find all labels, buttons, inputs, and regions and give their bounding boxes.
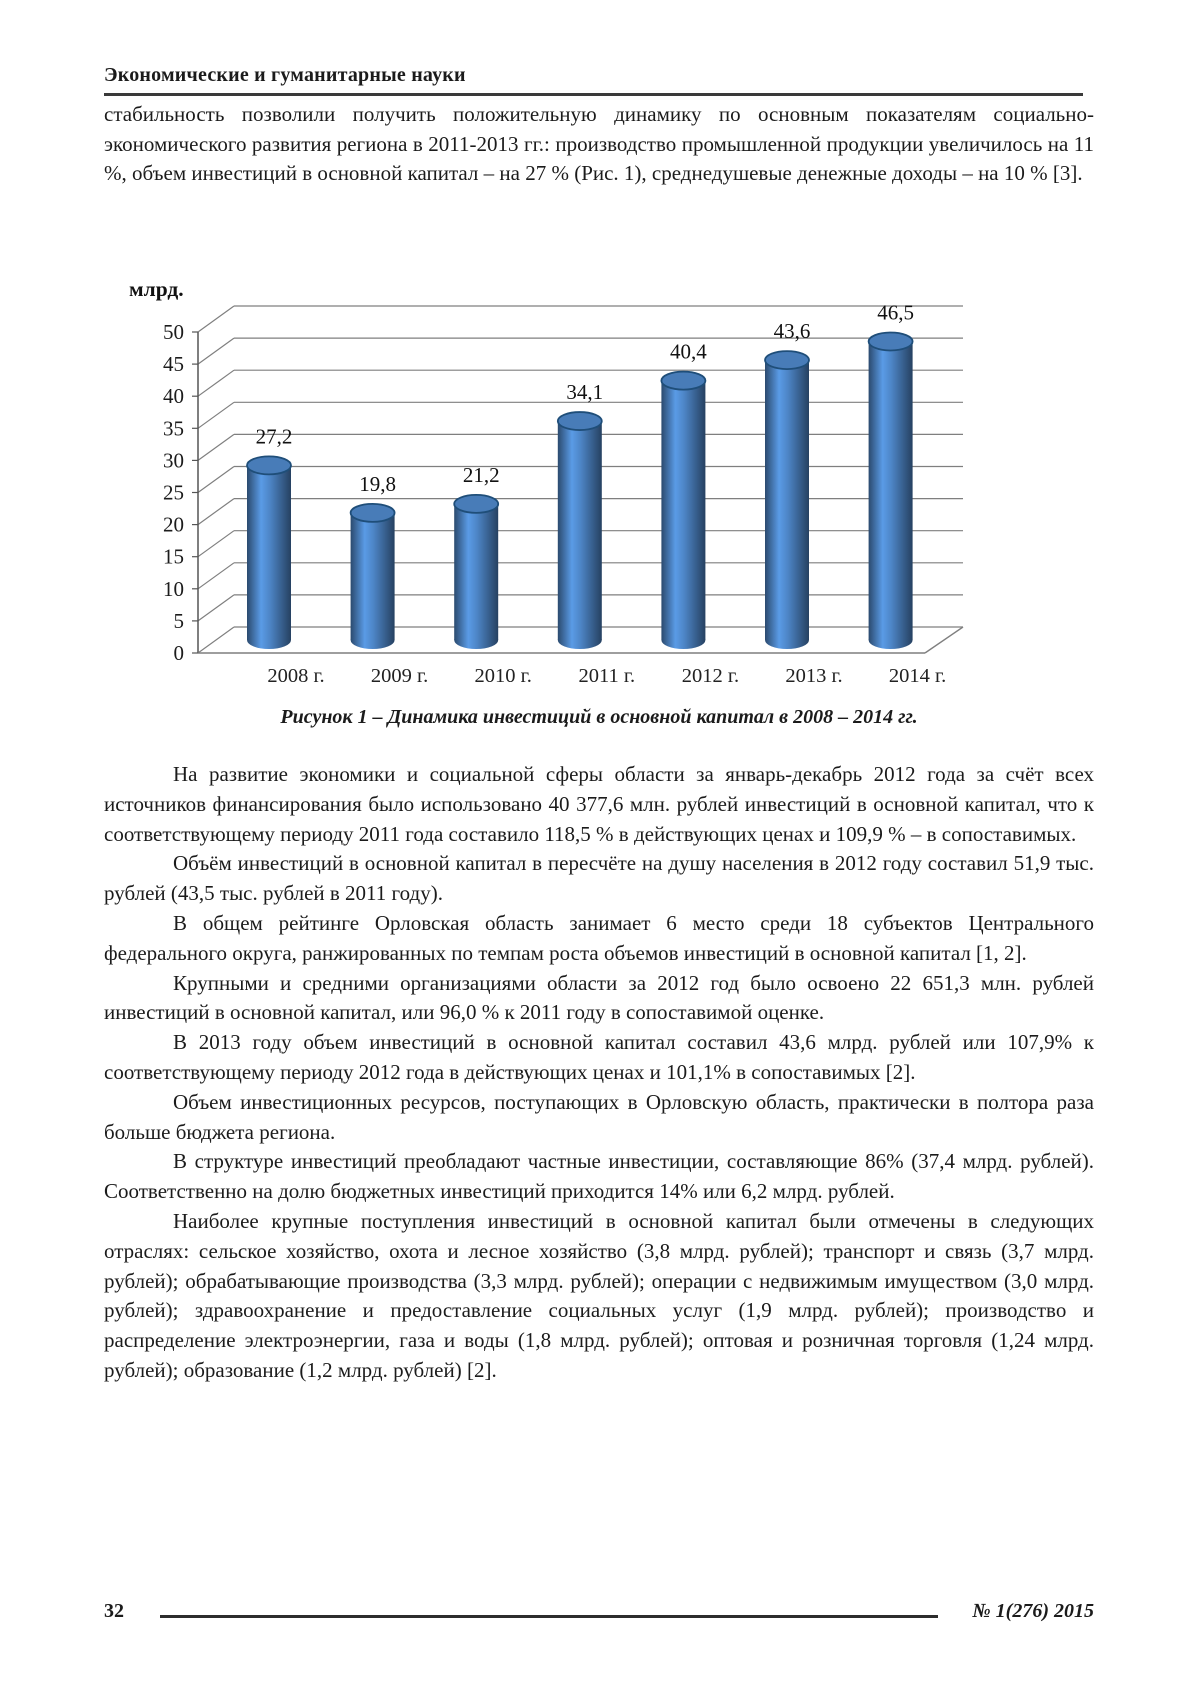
paragraph: На развитие экономики и социальной сферы… xyxy=(104,762,1094,846)
svg-text:34,1: 34,1 xyxy=(566,380,603,404)
svg-text:2013 г.: 2013 г. xyxy=(785,665,842,687)
svg-text:40: 40 xyxy=(163,384,184,408)
svg-text:43,6: 43,6 xyxy=(774,319,811,343)
svg-text:50: 50 xyxy=(163,320,184,344)
svg-text:млрд.: млрд. xyxy=(129,277,184,301)
intro-paragraph: стабильность позволили получить положите… xyxy=(104,102,1094,186)
svg-text:27,2: 27,2 xyxy=(256,424,293,448)
svg-text:2010 г.: 2010 г. xyxy=(475,665,532,687)
svg-text:2012 г.: 2012 г. xyxy=(682,665,739,687)
header-rule xyxy=(104,93,1083,96)
svg-text:10: 10 xyxy=(163,577,184,601)
svg-text:5: 5 xyxy=(174,609,185,633)
running-head: Экономические и гуманитарные науки xyxy=(104,64,466,86)
paragraph: Крупными и средними организациями област… xyxy=(104,970,1094,1025)
svg-text:15: 15 xyxy=(163,545,184,569)
page-number: 32 xyxy=(104,1600,124,1622)
figure-caption: Рисунок 1 – Динамика инвестиций в основн… xyxy=(280,706,918,728)
svg-text:40,4: 40,4 xyxy=(670,340,707,364)
svg-text:19,8: 19,8 xyxy=(359,472,396,496)
svg-text:35: 35 xyxy=(163,416,184,440)
paragraph: В 2013 году объем инвестиций в основной … xyxy=(104,1030,1094,1084)
svg-text:0: 0 xyxy=(174,641,185,665)
svg-text:2009 г.: 2009 г. xyxy=(371,665,428,687)
svg-text:21,2: 21,2 xyxy=(463,463,500,487)
svg-text:30: 30 xyxy=(163,448,184,472)
footer-rule xyxy=(160,1615,938,1618)
paragraph: Объем инвестиционных ресурсов, поступающ… xyxy=(104,1089,1094,1144)
chart-area: 0 5 10 15 20 25 30 35 40 45 50 млрд. 27,2 2008 г. 19,8… xyxy=(105,250,1005,695)
svg-text:2011 г.: 2011 г. xyxy=(579,665,636,687)
body-paragraphs: На развитие экономики и социальной сферы… xyxy=(104,760,1094,1386)
investment-bar-chart: 0 5 10 15 20 25 30 35 40 45 50 млрд. 27,2 2008 г. 19,8… xyxy=(129,277,964,687)
paragraph: Наиболее крупные поступления инвестиций … xyxy=(104,1208,1094,1382)
paragraph: В общем рейтинге Орловская область заним… xyxy=(104,910,1094,965)
svg-text:25: 25 xyxy=(163,481,184,505)
svg-text:20: 20 xyxy=(163,513,184,537)
svg-text:45: 45 xyxy=(163,352,184,376)
issue-label: № 1(276) 2015 xyxy=(972,1600,1094,1622)
paragraph: Объём инвестиций в основной капитал в пе… xyxy=(104,851,1094,906)
paragraph: В структуре инвестиций преобладают частн… xyxy=(104,1149,1094,1204)
svg-text:46,5: 46,5 xyxy=(877,300,914,324)
svg-text:2014 г.: 2014 г. xyxy=(889,665,946,687)
svg-text:2008 г.: 2008 г. xyxy=(267,665,324,687)
